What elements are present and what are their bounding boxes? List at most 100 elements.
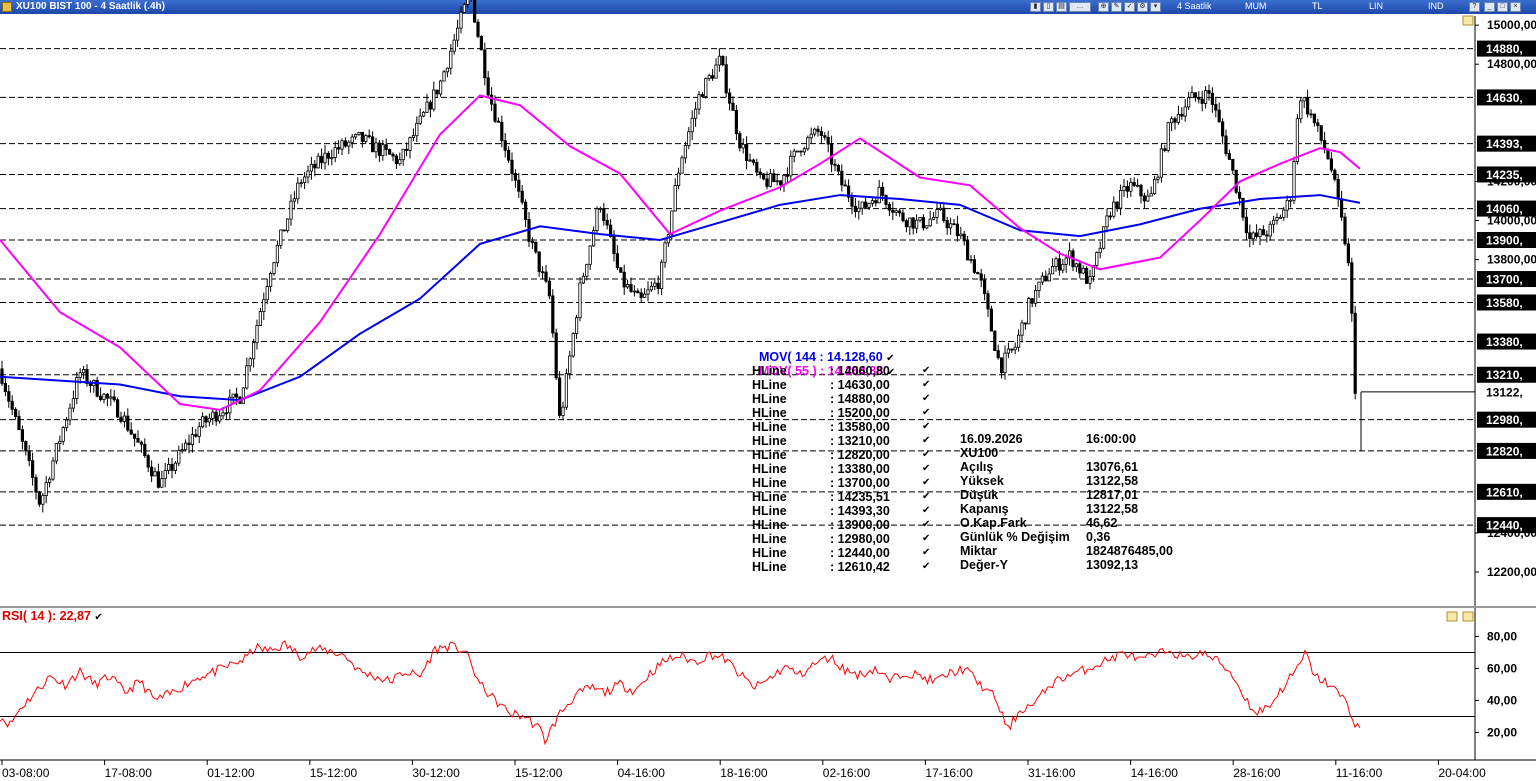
candle: [513, 169, 518, 188]
hline-legend-row: HLine: 12820,00 ✔: [752, 448, 930, 462]
panel-menu-icon[interactable]: [1446, 611, 1458, 622]
print-icon[interactable]: ▤: [1056, 2, 1067, 12]
candle: [466, 0, 470, 9]
candle-body: [758, 171, 762, 175]
candle: [1197, 91, 1201, 104]
scale-selector[interactable]: LIN: [1369, 1, 1384, 11]
hline-price-box: [1477, 40, 1536, 57]
rsi-y-tick-label: 40,00: [1487, 694, 1517, 708]
candle-body: [316, 155, 320, 169]
candle: [530, 237, 535, 250]
chart-type-selector[interactable]: MUM: [1245, 1, 1267, 11]
candle: [867, 202, 871, 211]
candle: [418, 108, 422, 126]
candle: [449, 44, 453, 75]
candle: [1115, 201, 1119, 212]
candle-body: [768, 173, 773, 187]
maximize-icon[interactable]: □: [1497, 2, 1508, 12]
candle: [24, 440, 28, 456]
candle-body: [918, 217, 922, 221]
dropdown-icon[interactable]: ▾: [1150, 2, 1161, 12]
hline-legend-row: HLine: 14880,00 ✔: [752, 392, 930, 406]
candle: [306, 165, 310, 184]
candle: [30, 452, 35, 486]
check-icon[interactable]: ✔: [886, 367, 896, 378]
check-icon[interactable]: ✔: [922, 421, 931, 432]
candle: [44, 476, 48, 504]
candle-body: [136, 437, 140, 443]
help-icon[interactable]: ?: [1469, 2, 1480, 12]
period-selector[interactable]: 4 Saatlik: [1177, 1, 1212, 11]
candle-body: [547, 280, 552, 297]
check-icon[interactable]: ✔: [922, 533, 931, 544]
check-icon[interactable]: ✔: [922, 379, 931, 390]
candle: [200, 412, 205, 429]
candle: [1251, 231, 1255, 245]
close-icon[interactable]: ×: [1510, 2, 1521, 12]
candle-body: [1183, 106, 1187, 117]
candle-body: [41, 495, 45, 505]
panel-menu-icon[interactable]: [1462, 15, 1474, 26]
candle-body: [775, 180, 779, 183]
candle: [41, 493, 45, 513]
check-icon[interactable]: ✔: [922, 365, 931, 376]
check-icon[interactable]: ✔: [922, 491, 931, 502]
candle: [904, 218, 909, 233]
panel-menu-icon[interactable]: [1462, 611, 1474, 622]
candle: [207, 413, 211, 427]
candle-body: [1319, 125, 1323, 141]
minimize-icon[interactable]: _: [1484, 2, 1495, 12]
candle-body: [435, 89, 439, 95]
check-icon[interactable]: ✔: [922, 561, 931, 572]
candle-body: [462, 3, 467, 13]
chart-icon[interactable]: ▮: [1030, 2, 1041, 12]
candle: [677, 167, 681, 190]
check-icon[interactable]: ✔: [922, 505, 931, 516]
check-icon[interactable]: ✔: [94, 612, 103, 623]
draw-icon[interactable]: ✎: [1111, 2, 1122, 12]
candle: [643, 288, 647, 298]
toolbar-button[interactable]: …: [1069, 2, 1091, 12]
candle: [830, 135, 834, 173]
check-icon[interactable]: ✔: [922, 393, 931, 404]
check-icon[interactable]: ✔: [922, 463, 931, 474]
indicator-selector[interactable]: IND: [1428, 1, 1444, 11]
check-icon[interactable]: ✔: [922, 547, 931, 558]
candle: [143, 438, 147, 458]
candle: [99, 387, 103, 402]
zoom-icon[interactable]: ⊕: [1098, 2, 1109, 12]
hline-price-label: 12820,: [1486, 444, 1523, 458]
candle-body: [993, 330, 997, 352]
rsi-legend-text: RSI( 14 ): 22,87: [2, 609, 91, 623]
hline-legend-name: HLine: [752, 546, 787, 560]
candle-body: [326, 152, 331, 159]
check-icon[interactable]: ✔: [922, 449, 931, 460]
candle: [785, 167, 790, 183]
candle: [908, 217, 912, 236]
candle: [779, 180, 783, 191]
candle-body: [1047, 273, 1051, 282]
candle-body: [1312, 113, 1316, 124]
check-icon[interactable]: ✔: [922, 477, 931, 488]
mov55-line: [0, 94, 1361, 411]
candle-body: [578, 282, 582, 319]
currency-selector[interactable]: TL: [1312, 1, 1323, 11]
candle-body: [942, 207, 946, 221]
candle: [1183, 99, 1187, 122]
candle-body: [1044, 275, 1048, 282]
copy-icon[interactable]: ▯: [1043, 2, 1054, 12]
candle-body: [792, 150, 796, 157]
check-icon[interactable]: ✔: [922, 407, 931, 418]
candle-body: [1081, 267, 1085, 274]
settings-icon[interactable]: ⚙: [1137, 2, 1148, 12]
candle: [268, 271, 273, 292]
check-icon[interactable]: ✔: [922, 519, 931, 530]
candle-body: [455, 27, 460, 41]
check-icon[interactable]: ✓: [1124, 2, 1135, 12]
candle: [979, 268, 983, 288]
candle: [1333, 168, 1337, 182]
check-icon[interactable]: ✔: [886, 353, 895, 364]
check-icon[interactable]: ✔: [922, 435, 931, 446]
candle-body: [486, 77, 490, 96]
